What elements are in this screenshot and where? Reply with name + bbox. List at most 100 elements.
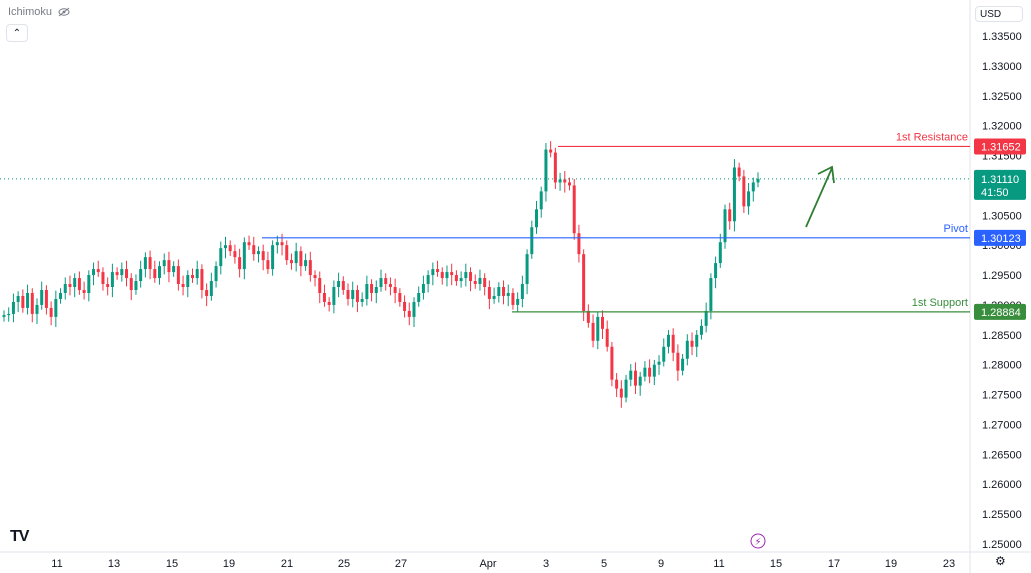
candle-up [421, 284, 425, 293]
candle-down [487, 287, 491, 299]
candle-up [294, 251, 298, 264]
candle-up [516, 298, 520, 305]
level-price-label: 1.31652 [981, 141, 1021, 153]
lightning-glyph: ⚡ [754, 537, 761, 548]
candle-up [87, 275, 91, 293]
candle-down [125, 269, 129, 279]
level-price-tag [974, 138, 1026, 155]
current-price-tag [974, 169, 1026, 200]
candle-down [106, 284, 110, 288]
candle-up [417, 292, 421, 302]
candle-up [195, 269, 199, 279]
gear-icon[interactable]: ⚙ [995, 554, 1006, 568]
candle-up [35, 304, 39, 314]
level-price-tag [974, 229, 1026, 246]
candle-down [266, 260, 270, 270]
chevron-up-icon: ⌃ [12, 27, 22, 39]
candle-down [473, 281, 477, 285]
candle-up [492, 295, 496, 299]
candle-up [186, 275, 190, 288]
candle-up [530, 227, 534, 255]
candle-up [520, 284, 524, 299]
candle-down [176, 266, 180, 285]
candle-down [440, 272, 444, 279]
lightning-icon [750, 533, 766, 549]
x-tick-label: 19 [223, 558, 235, 570]
candle-down [633, 370, 637, 386]
x-tick-label: 15 [770, 558, 782, 570]
x-tick-label: 11 [51, 558, 62, 570]
candle-down [96, 269, 100, 273]
tradingview-logo[interactable]: TV [10, 528, 29, 545]
candle-down [341, 281, 345, 290]
x-tick-label: 23 [943, 558, 955, 570]
candle-down [553, 152, 557, 183]
candle-up [120, 269, 124, 276]
y-tick-label: 1.29500 [982, 270, 1022, 282]
candle-up [379, 278, 383, 288]
candle-down [44, 290, 48, 308]
eye-off-icon[interactable] [58, 7, 70, 17]
candle-down [370, 284, 374, 293]
up-arrow-head [817, 165, 835, 184]
indicator-legend[interactable]: Ichimoku [8, 6, 70, 18]
candle-down [313, 275, 317, 279]
candle-up [374, 287, 378, 293]
level-name: 1st Resistance [896, 131, 968, 143]
candle-down [388, 284, 392, 288]
candle-down [398, 292, 402, 302]
candle-up [657, 361, 661, 365]
candle-up [464, 272, 468, 279]
candle-down [308, 260, 312, 276]
x-tick-label: 9 [658, 558, 664, 570]
y-tick-label: 1.27000 [982, 419, 1022, 431]
candle-down [191, 275, 194, 279]
candle-down [568, 182, 571, 186]
candle-down [549, 149, 553, 153]
y-tick-label: 1.26000 [982, 479, 1022, 491]
level-name: 1st Support [912, 297, 968, 309]
candle-down [648, 367, 652, 377]
candle-up [652, 364, 656, 377]
candle-up [723, 209, 727, 243]
level-price-tag [974, 303, 1026, 320]
candle-up [747, 191, 751, 207]
currency-selector[interactable]: USD [975, 6, 1023, 22]
candle-up [365, 284, 369, 299]
candle-down [384, 278, 388, 285]
x-tick-label: 25 [338, 558, 350, 570]
candle-down [318, 278, 322, 293]
candle-down [619, 388, 623, 398]
candle-down [671, 334, 675, 353]
collapse-legend-button[interactable]: ⌃ [6, 24, 28, 42]
candle-down [742, 176, 746, 207]
y-tick-label: 1.33500 [982, 31, 1022, 43]
candle-up [7, 313, 11, 316]
y-tick-label: 1.28500 [982, 330, 1022, 342]
x-tick-label: 27 [395, 558, 407, 570]
candle-down [572, 185, 576, 234]
candle-down [238, 257, 242, 270]
candle-up [360, 298, 364, 302]
candle-up [2, 315, 6, 317]
y-tick-label: 1.25000 [982, 539, 1022, 551]
candle-up [704, 310, 708, 326]
candle-down [450, 272, 454, 276]
candle-up [304, 260, 308, 267]
candle-down [82, 290, 86, 293]
y-tick-label: 1.32000 [982, 121, 1022, 133]
candle-up [412, 301, 416, 317]
candle-up [110, 272, 114, 288]
candle-down [346, 290, 350, 299]
candle-up [139, 269, 143, 282]
candle-up [751, 182, 755, 192]
candle-up [478, 278, 482, 285]
candle-up [596, 316, 600, 341]
candle-up [685, 340, 689, 359]
candle-down [153, 269, 157, 279]
candle-down [615, 379, 619, 389]
candle-down [407, 310, 411, 317]
candle-down [582, 254, 586, 311]
